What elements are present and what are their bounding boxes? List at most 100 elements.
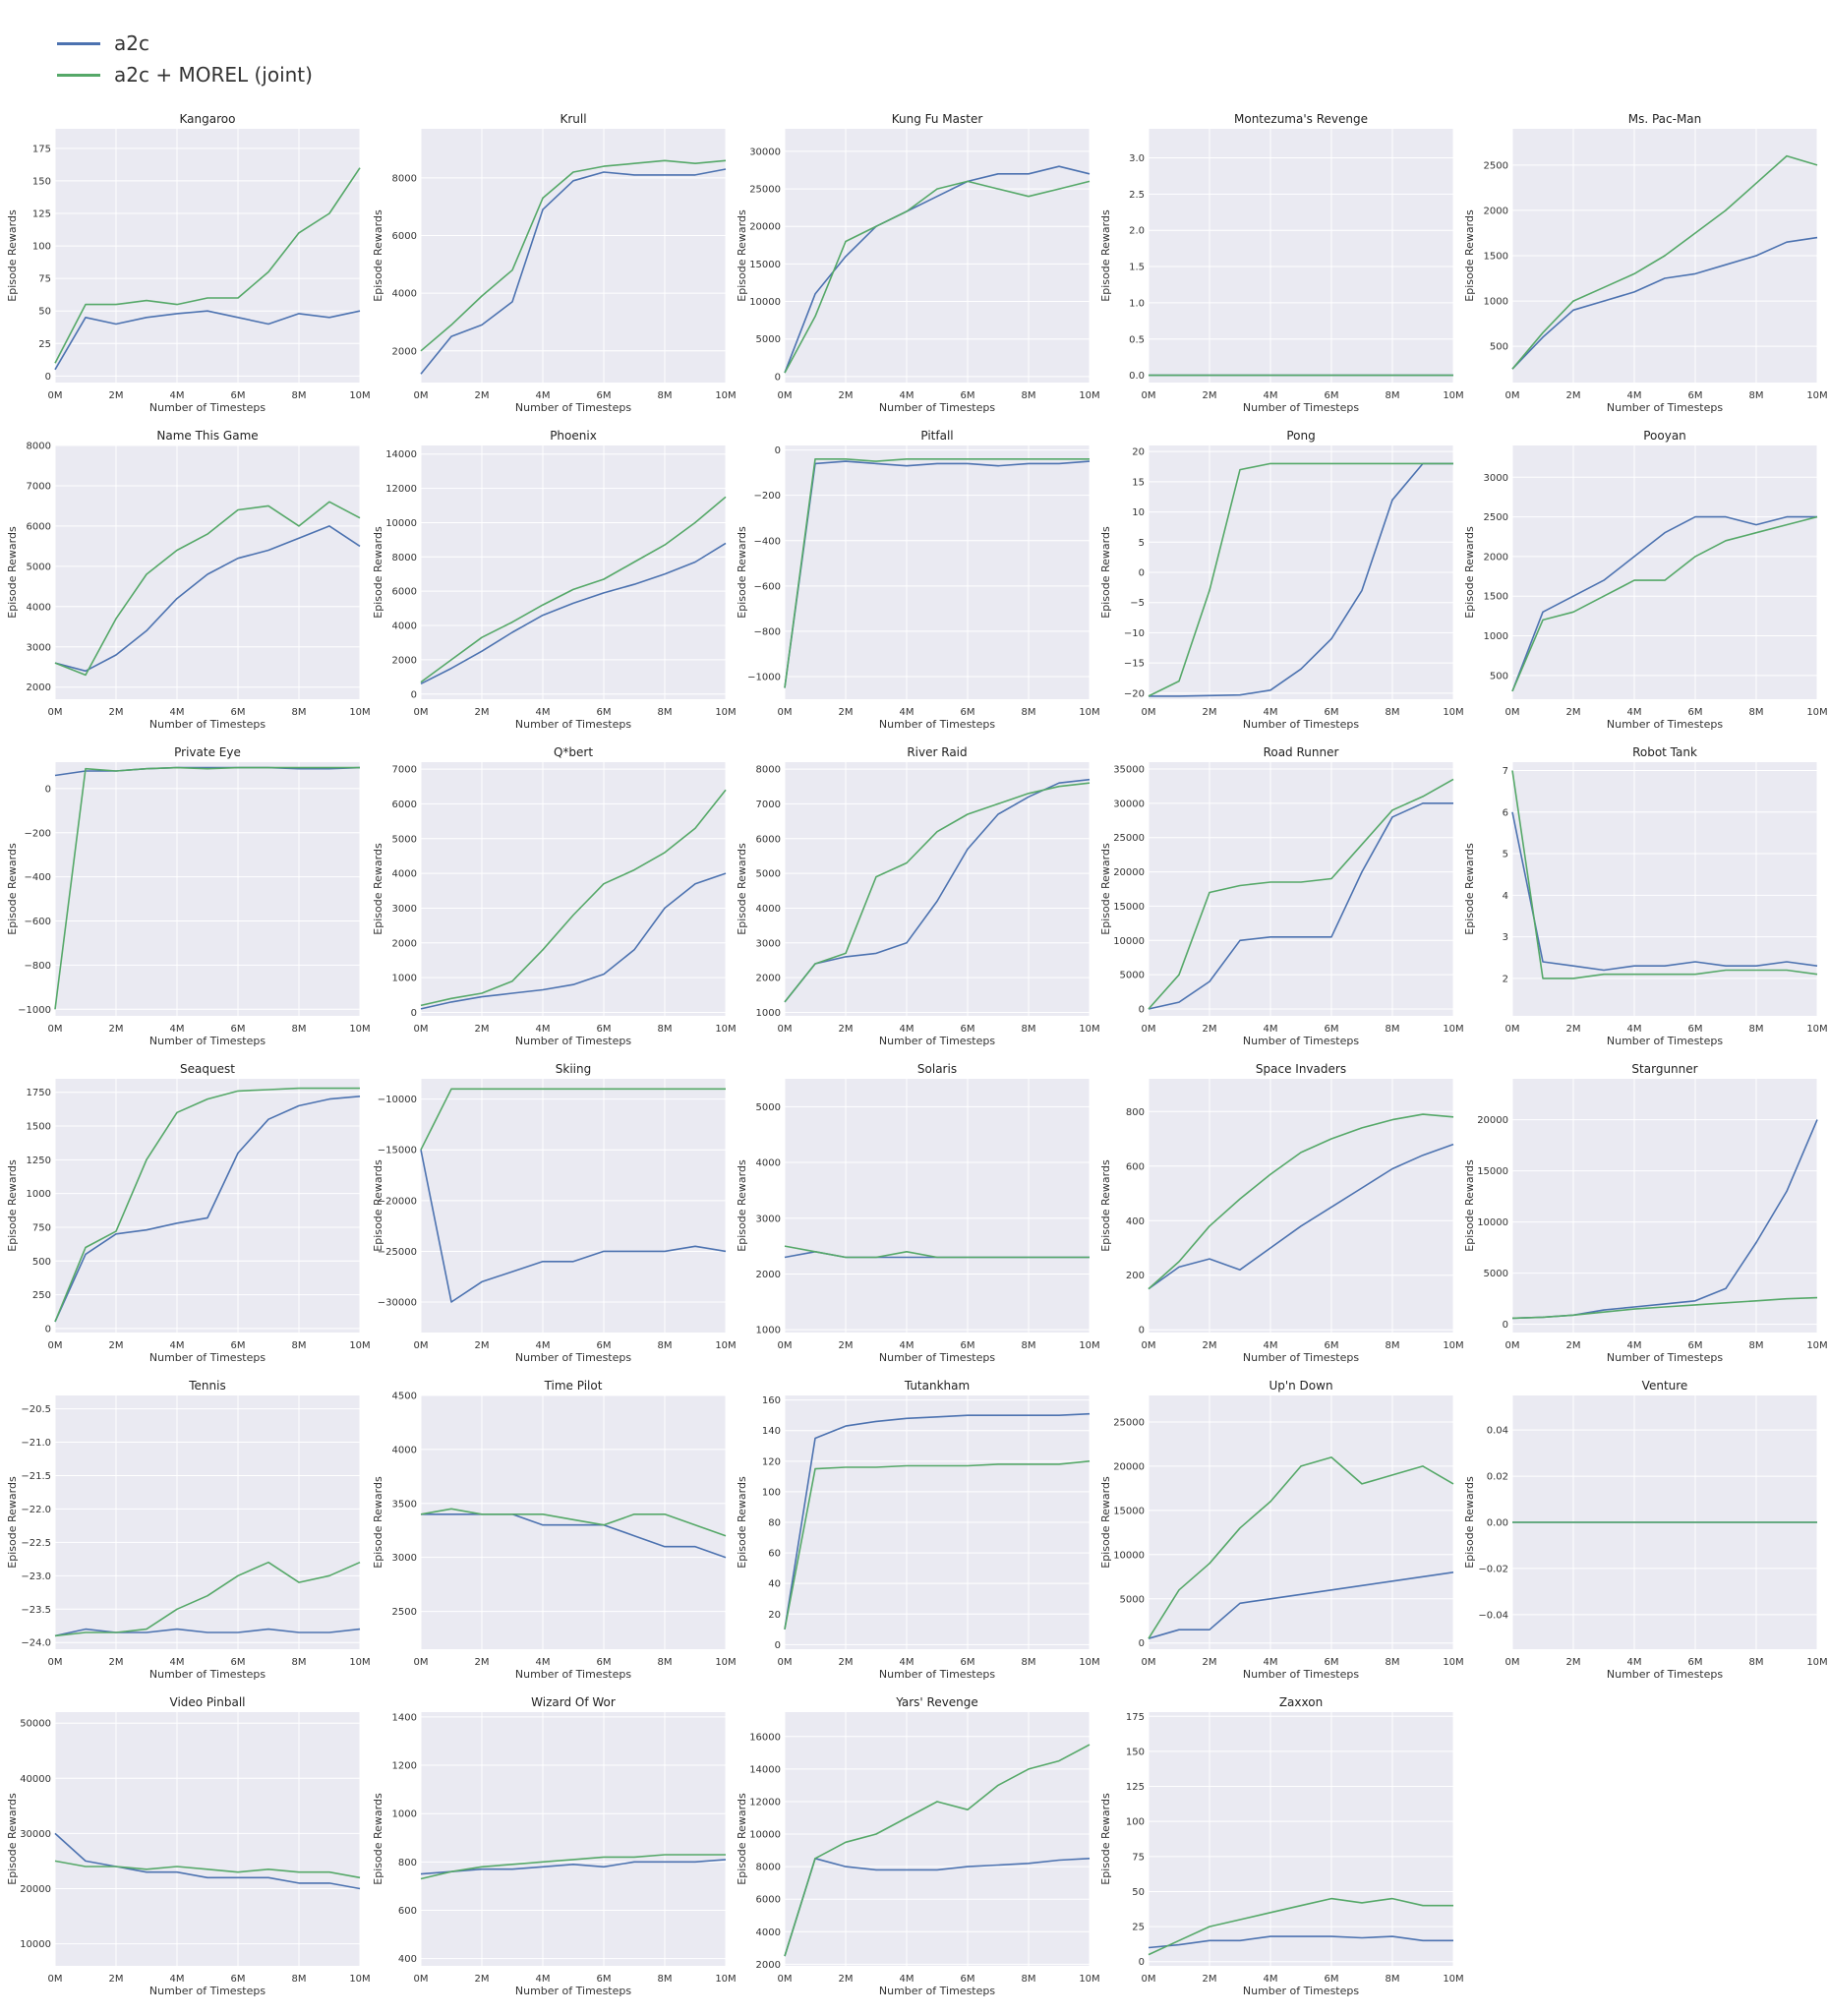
y-tick-label: 0: [1503, 1320, 1508, 1331]
x-tick-label: 2M: [839, 707, 854, 718]
y-tick-label: 7000: [392, 765, 417, 776]
x-tick-label: 6M: [231, 707, 246, 718]
y-tick-label: 4000: [756, 904, 781, 915]
x-tick-label: 6M: [1688, 707, 1703, 718]
legend-swatch-morel: [57, 73, 100, 77]
x-tick-label: 10M: [1443, 1340, 1463, 1351]
y-axis-label: Episode Rewards: [6, 526, 19, 619]
series-line-a2c: [54, 1832, 361, 1890]
x-axis-label: Number of Timesteps: [879, 718, 995, 731]
x-tick-label: 2M: [1203, 1657, 1217, 1668]
y-tick-label: 125: [32, 209, 51, 220]
plot-background: [55, 129, 360, 383]
y-tick-label: 0: [411, 1008, 417, 1019]
x-tick-label: 0M: [48, 1657, 63, 1668]
x-tick-label: 4M: [1264, 707, 1278, 718]
y-tick-label: 5000: [27, 562, 51, 572]
series-line-a2c: [784, 460, 1091, 688]
y-tick-label: 4000: [392, 289, 417, 300]
y-tick-label: 30000: [1113, 799, 1145, 809]
subplot-title: Krull: [560, 112, 586, 126]
y-tick-label: 100: [1126, 1817, 1145, 1828]
y-tick-label: 0: [1139, 1957, 1145, 1968]
plot-background: [785, 1712, 1090, 1966]
x-tick-label: 10M: [349, 1657, 370, 1668]
y-tick-label: 2.5: [1129, 190, 1145, 201]
y-tick-label: 25000: [1113, 833, 1145, 844]
plot-background: [421, 445, 726, 699]
subplot-robot-tank: 0M 2M 4M 6M 8M 10M 2 3 4 5 6 7 Robot Tank Number of T…: [1463, 745, 1828, 1047]
x-tick-label: 2M: [839, 1340, 854, 1351]
y-tick-label: 35000: [1113, 764, 1145, 775]
subplot-kung-fu-master: 0M 2M 4M 6M 8M 10M 0 5000 10000 15000 20000 25000 30…: [736, 112, 1100, 414]
subplot-yars-revenge: 0M 2M 4M 6M 8M 10M 2000 4000 6000 8000 10000 12000 1…: [736, 1695, 1100, 1997]
x-tick-label: 4M: [170, 1024, 185, 1035]
x-tick-label: 8M: [1386, 707, 1400, 718]
y-tick-label: 3500: [392, 1499, 417, 1510]
y-tick-label: 4000: [392, 869, 417, 880]
y-tick-label: 175: [1126, 1712, 1145, 1723]
y-tick-label: −200: [754, 491, 781, 502]
subplot-zaxxon: 0M 2M 4M 6M 8M 10M 0 25 50 75 100 125 150 175 Zaxxon Nu…: [1099, 1695, 1464, 1997]
subplot-title: Video Pinball: [170, 1695, 246, 1709]
y-tick-label: 750: [32, 1222, 51, 1233]
y-tick-label: 6000: [392, 587, 417, 598]
x-tick-label: 10M: [349, 1974, 370, 1985]
x-tick-label: 4M: [170, 707, 185, 718]
y-tick-label: 20000: [1113, 867, 1145, 878]
x-tick-label: 6M: [1325, 1340, 1339, 1351]
y-axis-label: Episode Rewards: [1099, 843, 1112, 935]
x-tick-label: 8M: [1749, 1024, 1764, 1035]
y-axis-label: Episode Rewards: [1463, 1476, 1476, 1569]
subplot-pooyan: 0M 2M 4M 6M 8M 10M 500 1000 1500 2000 2500 3000 Pooy…: [1463, 429, 1828, 731]
series-line-a2c: [54, 1096, 361, 1323]
x-tick-label: 2M: [109, 1024, 124, 1035]
series-line-morel: [784, 1245, 1090, 1259]
y-tick-label: 200: [1126, 1271, 1145, 1281]
subplot-title: Up'n Down: [1268, 1379, 1332, 1393]
x-tick-label: 4M: [536, 707, 551, 718]
plot-background: [1149, 1712, 1453, 1966]
x-tick-label: 8M: [1022, 1024, 1036, 1035]
subplot-pong: 0M 2M 4M 6M 8M 10M −20 −15 −10 −5 0 5 10 15 20 Pong Numb…: [1099, 429, 1464, 731]
subplot-title: Time Pilot: [544, 1379, 603, 1393]
subplot-title: Road Runner: [1264, 745, 1339, 759]
x-tick-label: 2M: [475, 707, 490, 718]
y-tick-label: 3000: [392, 1553, 417, 1564]
series-line-a2c: [1511, 236, 1818, 370]
y-tick-label: 3000: [756, 938, 781, 949]
y-tick-label: 100: [762, 1487, 781, 1498]
y-tick-label: 25000: [749, 185, 781, 196]
y-tick-label: 1200: [392, 1761, 417, 1772]
x-tick-label: 4M: [900, 1974, 914, 1985]
x-tick-label: 0M: [1142, 1024, 1156, 1035]
x-tick-label: 4M: [900, 707, 914, 718]
y-tick-label: 600: [398, 1906, 417, 1917]
plot-background: [421, 1079, 726, 1333]
x-axis-label: Number of Timesteps: [879, 1351, 995, 1364]
plot-background: [1149, 1395, 1453, 1649]
x-tick-label: 6M: [597, 1340, 612, 1351]
x-tick-label: 8M: [658, 1657, 673, 1668]
y-tick-label: 2000: [756, 1960, 781, 1971]
y-tick-label: 1400: [392, 1712, 417, 1723]
y-tick-label: 150: [1126, 1747, 1145, 1757]
subplot-tennis: 0M 2M 4M 6M 8M 10M −24.0 −23.5 −23.0 −22.5 −22.0 −2…: [6, 1379, 371, 1681]
subplot-title: Tennis: [188, 1379, 225, 1393]
y-tick-label: 4000: [392, 1445, 417, 1455]
x-tick-label: 6M: [1688, 1657, 1703, 1668]
y-tick-label: 5000: [756, 334, 781, 345]
series-line-morel: [1148, 778, 1454, 1010]
series-line-a2c: [1148, 1571, 1454, 1639]
x-axis-label: Number of Timesteps: [1243, 401, 1359, 414]
x-tick-label: 8M: [292, 1024, 307, 1035]
x-axis-label: Number of Timesteps: [1243, 1985, 1359, 1997]
subplot-title: Kung Fu Master: [892, 112, 983, 126]
x-tick-label: 4M: [1264, 390, 1278, 401]
series-line-morel: [784, 1744, 1091, 1957]
x-tick-label: 6M: [231, 390, 246, 401]
y-axis-label: Episode Rewards: [736, 1476, 748, 1569]
x-tick-label: 8M: [658, 1340, 673, 1351]
x-tick-label: 6M: [961, 707, 975, 718]
subplot-tutankham: 0M 2M 4M 6M 8M 10M 0 20 40 60 80 100 120 140 160 Tutank…: [736, 1379, 1100, 1681]
